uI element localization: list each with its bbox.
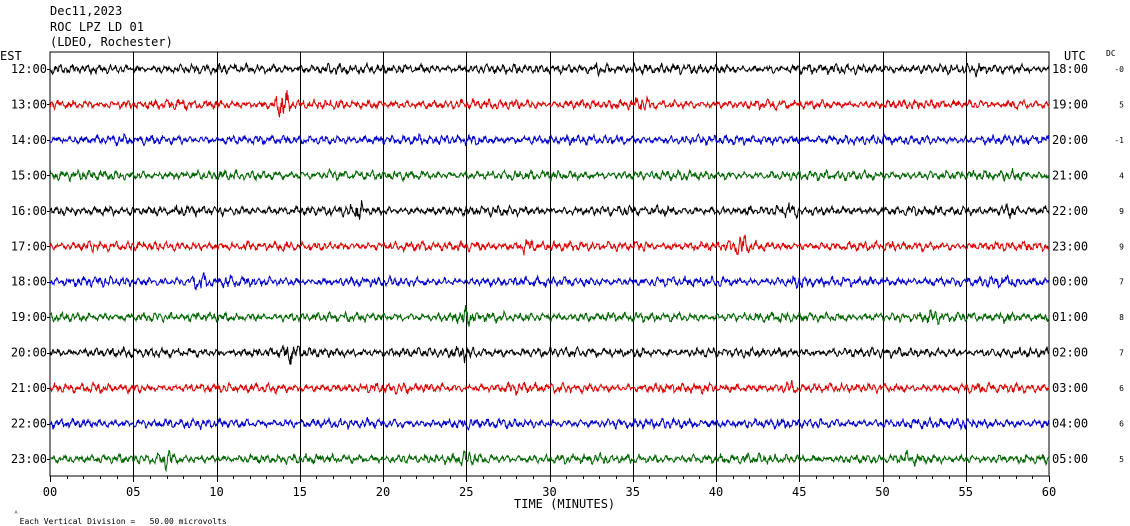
trace-1800 bbox=[49, 272, 1050, 291]
x-tick-label-45: 45 bbox=[792, 485, 806, 499]
x-tick-label-55: 55 bbox=[959, 485, 973, 499]
est-label: 22:00 bbox=[11, 417, 47, 431]
dc-label: 9 bbox=[1119, 207, 1124, 216]
utc-label: 05:00 bbox=[1052, 452, 1088, 466]
utc-label: 00:00 bbox=[1052, 275, 1088, 289]
trace-1600 bbox=[49, 200, 1049, 220]
trace-2000 bbox=[49, 344, 1050, 365]
x-tick-label-30: 30 bbox=[542, 485, 556, 499]
dc-label: 5 bbox=[1119, 100, 1124, 109]
trace-2200 bbox=[49, 415, 1050, 431]
dc-label: -0 bbox=[1114, 65, 1124, 74]
dc-label: 9 bbox=[1119, 242, 1124, 251]
est-label: 20:00 bbox=[11, 346, 47, 360]
header-network: (LDEO, Rochester) bbox=[50, 35, 173, 49]
utc-axis-title: UTC bbox=[1064, 49, 1086, 63]
est-label: 19:00 bbox=[11, 310, 47, 324]
utc-label: 19:00 bbox=[1052, 97, 1088, 111]
plot-frame bbox=[49, 51, 1050, 477]
dc-label: 8 bbox=[1119, 313, 1124, 322]
header-station: ROC LPZ LD 01 bbox=[50, 20, 144, 34]
x-tick-label-20: 20 bbox=[376, 485, 390, 499]
utc-label: 23:00 bbox=[1052, 239, 1088, 253]
utc-label: 22:00 bbox=[1052, 204, 1088, 218]
header-date: Dec11,2023 bbox=[50, 4, 123, 18]
trace-2100 bbox=[49, 380, 1050, 396]
dc-label: 5 bbox=[1119, 455, 1124, 464]
utc-label: 18:00 bbox=[1052, 62, 1088, 76]
est-axis-title: EST bbox=[0, 49, 22, 63]
x-tick-label-60: 60 bbox=[1042, 485, 1056, 499]
trace-1900 bbox=[49, 305, 1050, 327]
x-tick-label-15: 15 bbox=[293, 485, 307, 499]
est-label: 14:00 bbox=[11, 133, 47, 147]
dc-label: 7 bbox=[1119, 349, 1124, 358]
est-label: 21:00 bbox=[11, 381, 47, 395]
trace-1700 bbox=[49, 234, 1050, 256]
est-label: 15:00 bbox=[11, 168, 47, 182]
trace-1300 bbox=[49, 89, 1050, 118]
est-label: 23:00 bbox=[11, 452, 47, 466]
dc-label: -1 bbox=[1114, 136, 1124, 145]
dc-axis-title: DC bbox=[1106, 49, 1116, 58]
dc-label: 6 bbox=[1119, 384, 1124, 393]
est-label: 17:00 bbox=[11, 239, 47, 253]
est-label: 18:00 bbox=[11, 275, 47, 289]
utc-label: 02:00 bbox=[1052, 346, 1088, 360]
footer-marker: ᴬ bbox=[13, 509, 19, 518]
est-label: 12:00 bbox=[11, 62, 47, 76]
x-tick-label-05: 05 bbox=[126, 485, 140, 499]
est-label: 13:00 bbox=[11, 97, 47, 111]
utc-label: 20:00 bbox=[1052, 133, 1088, 147]
dc-label: 6 bbox=[1119, 420, 1124, 429]
trace-1400 bbox=[49, 132, 1050, 147]
trace-1500 bbox=[49, 167, 1050, 183]
trace-2300 bbox=[49, 449, 1050, 473]
x-tick-label-10: 10 bbox=[209, 485, 223, 499]
x-tick-label-40: 40 bbox=[709, 485, 723, 499]
x-tick-label-35: 35 bbox=[626, 485, 640, 499]
dc-label: 7 bbox=[1119, 278, 1124, 287]
est-label: 16:00 bbox=[11, 204, 47, 218]
utc-label: 03:00 bbox=[1052, 381, 1088, 395]
dc-label: 4 bbox=[1119, 171, 1124, 180]
x-tick-label-00: 00 bbox=[43, 485, 57, 499]
x-tick-label-25: 25 bbox=[459, 485, 473, 499]
x-axis-title: TIME (MINUTES) bbox=[514, 497, 616, 511]
utc-label: 21:00 bbox=[1052, 168, 1088, 182]
trace-1200 bbox=[49, 61, 1050, 78]
utc-label: 01:00 bbox=[1052, 310, 1088, 324]
utc-label: 04:00 bbox=[1052, 417, 1088, 431]
x-tick-label-50: 50 bbox=[875, 485, 889, 499]
